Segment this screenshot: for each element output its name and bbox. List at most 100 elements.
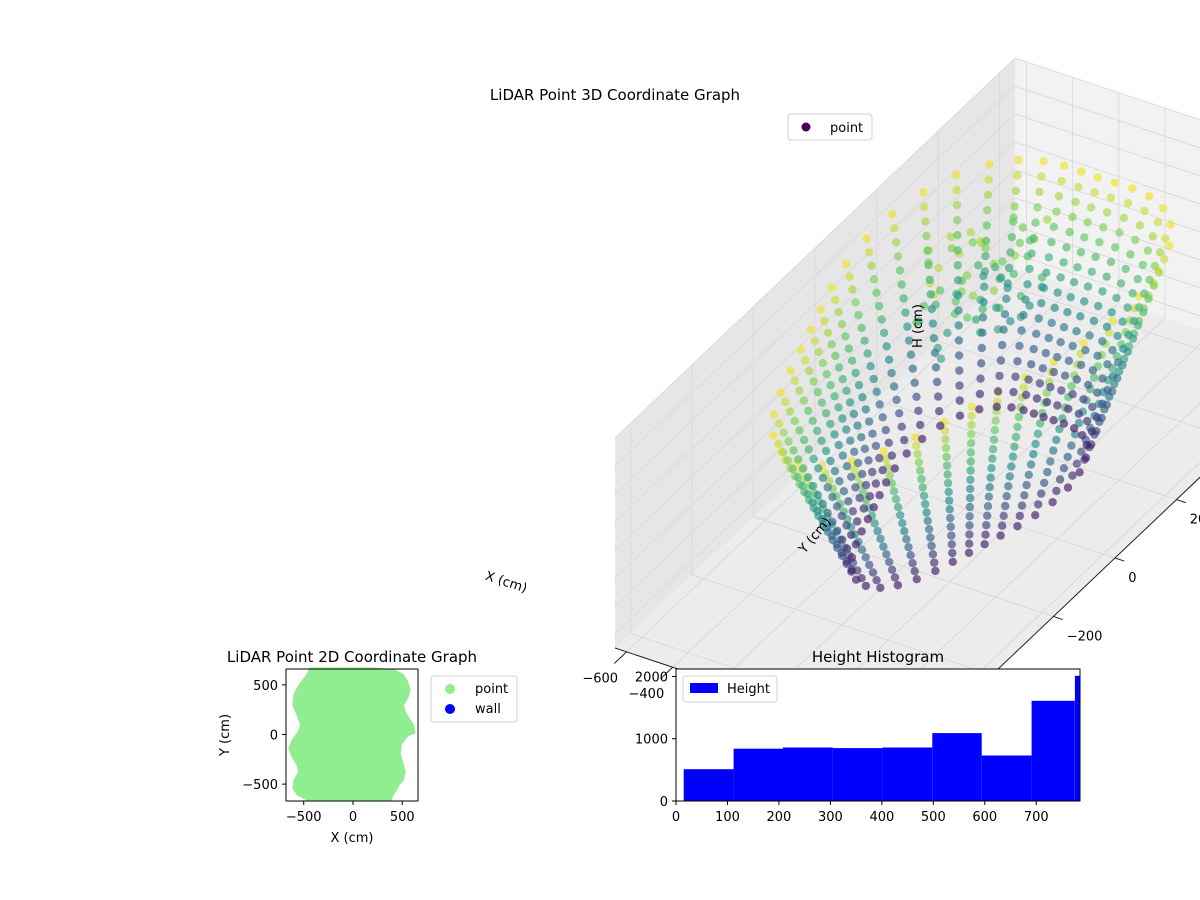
data-point-3d [1149, 281, 1159, 290]
data-point-3d [1006, 317, 1015, 326]
data-point-3d [1085, 331, 1094, 340]
data-point-3d [1099, 223, 1108, 232]
grid-line-back-z [1014, 57, 1200, 121]
data-point-3d [895, 409, 904, 418]
data-point-3d [846, 436, 855, 445]
data-point-3d [816, 305, 825, 314]
data-point-3d [936, 421, 945, 430]
data-point-3d [975, 389, 985, 399]
data-point-3d [1065, 227, 1074, 237]
data-point-3d [881, 478, 891, 487]
data-point-3d [1102, 272, 1111, 281]
chart-2d-title: LiDAR Point 2D Coordinate Graph [227, 648, 477, 666]
data-point-3d [908, 364, 917, 373]
data-point-3d [982, 521, 991, 530]
data-point-3d [1063, 452, 1072, 462]
data-point-3d [952, 170, 961, 180]
data-point-3d [850, 447, 859, 456]
data-point-3d [799, 435, 809, 445]
data-point-3d [1092, 413, 1102, 422]
grid-line-back-z [1014, 113, 1200, 177]
data-point-3d [870, 519, 879, 528]
data-point-3d [865, 560, 874, 570]
data-point-3d [1093, 351, 1102, 360]
data-point-3d [1044, 253, 1054, 262]
chart-2d-x-axis-label: X (cm) [331, 831, 374, 846]
data-point-3d [996, 273, 1006, 282]
data-point-3d [827, 340, 836, 349]
data-point-3d [918, 483, 927, 492]
data-point-3d [838, 451, 847, 460]
data-point-3d [1013, 422, 1022, 432]
data-point-3d [1098, 287, 1107, 296]
data-point-3d [1076, 312, 1085, 321]
data-point-3d [875, 491, 884, 500]
data-point-3d [954, 306, 963, 315]
grid-line-back-z [1014, 253, 1200, 317]
data-point-3d [1049, 416, 1058, 425]
data-point-3d [833, 526, 842, 535]
data-point-3d [965, 502, 975, 512]
data-point-3d [926, 290, 935, 299]
grid-line-floor-y [876, 399, 1177, 500]
histogram-legend-frame [682, 675, 778, 703]
data-point-3d [922, 508, 931, 517]
data-point-3d [966, 475, 975, 484]
data-point-3d [893, 252, 903, 261]
data-point-3d [967, 402, 976, 411]
data-point-3d [808, 498, 817, 507]
data-point-3d [935, 407, 944, 416]
data-point-3d [851, 298, 860, 307]
data-point-3d [1038, 364, 1048, 373]
data-point-3d [851, 575, 861, 584]
data-point-3d [839, 487, 849, 496]
data-point-3d [955, 381, 964, 390]
data-point-3d [1089, 373, 1099, 382]
data-point-3d [821, 409, 831, 418]
data-point-3d [904, 336, 914, 345]
data-point-3d [965, 530, 974, 539]
data-point-3d [808, 481, 818, 491]
data-point-3d [857, 323, 866, 333]
data-point-3d [1081, 453, 1091, 462]
data-point-3d [1004, 263, 1014, 273]
histogram-x-tick-label: 200 [767, 810, 792, 825]
data-point-3d [847, 565, 856, 574]
data-point-3d [826, 381, 835, 390]
data-point-3d [879, 542, 888, 551]
data-point-3d [823, 483, 832, 492]
data-point-3d [981, 530, 990, 539]
chart-3d-x-axis-label: X (cm) [483, 569, 529, 597]
data-point-3d [1064, 404, 1073, 414]
data-point-3d [1123, 199, 1133, 208]
data-point-3d [887, 565, 897, 574]
data-point-3d [964, 548, 974, 557]
data-point-3d [872, 387, 881, 396]
data-point-3d [822, 523, 832, 532]
data-point-3d [965, 512, 974, 521]
data-point-3d [813, 490, 822, 500]
data-point-3d [966, 228, 976, 237]
data-point-3d [1140, 206, 1149, 216]
data-point-3d [778, 448, 788, 457]
data-point-3d [825, 476, 834, 486]
data-point-3d [1072, 375, 1082, 384]
data-point-3d [1121, 264, 1130, 274]
data-point-3d [828, 492, 837, 502]
data-point-3d [842, 462, 852, 471]
y-tick [1053, 615, 1063, 621]
data-point-3d [827, 283, 836, 292]
data-point-3d [1040, 478, 1049, 488]
data-point-3d [863, 514, 873, 524]
data-point-3d [896, 511, 905, 520]
data-point-3d [783, 456, 793, 465]
data-point-3d [887, 368, 896, 378]
data-point-3d [868, 467, 877, 477]
data-point-3d [943, 470, 952, 479]
data-point-3d [864, 248, 874, 257]
data-point-3d [954, 351, 964, 360]
data-point-3d [1055, 475, 1065, 484]
data-point-3d [1074, 409, 1084, 418]
data-point-3d [1064, 356, 1074, 365]
y-tick [1114, 557, 1125, 562]
